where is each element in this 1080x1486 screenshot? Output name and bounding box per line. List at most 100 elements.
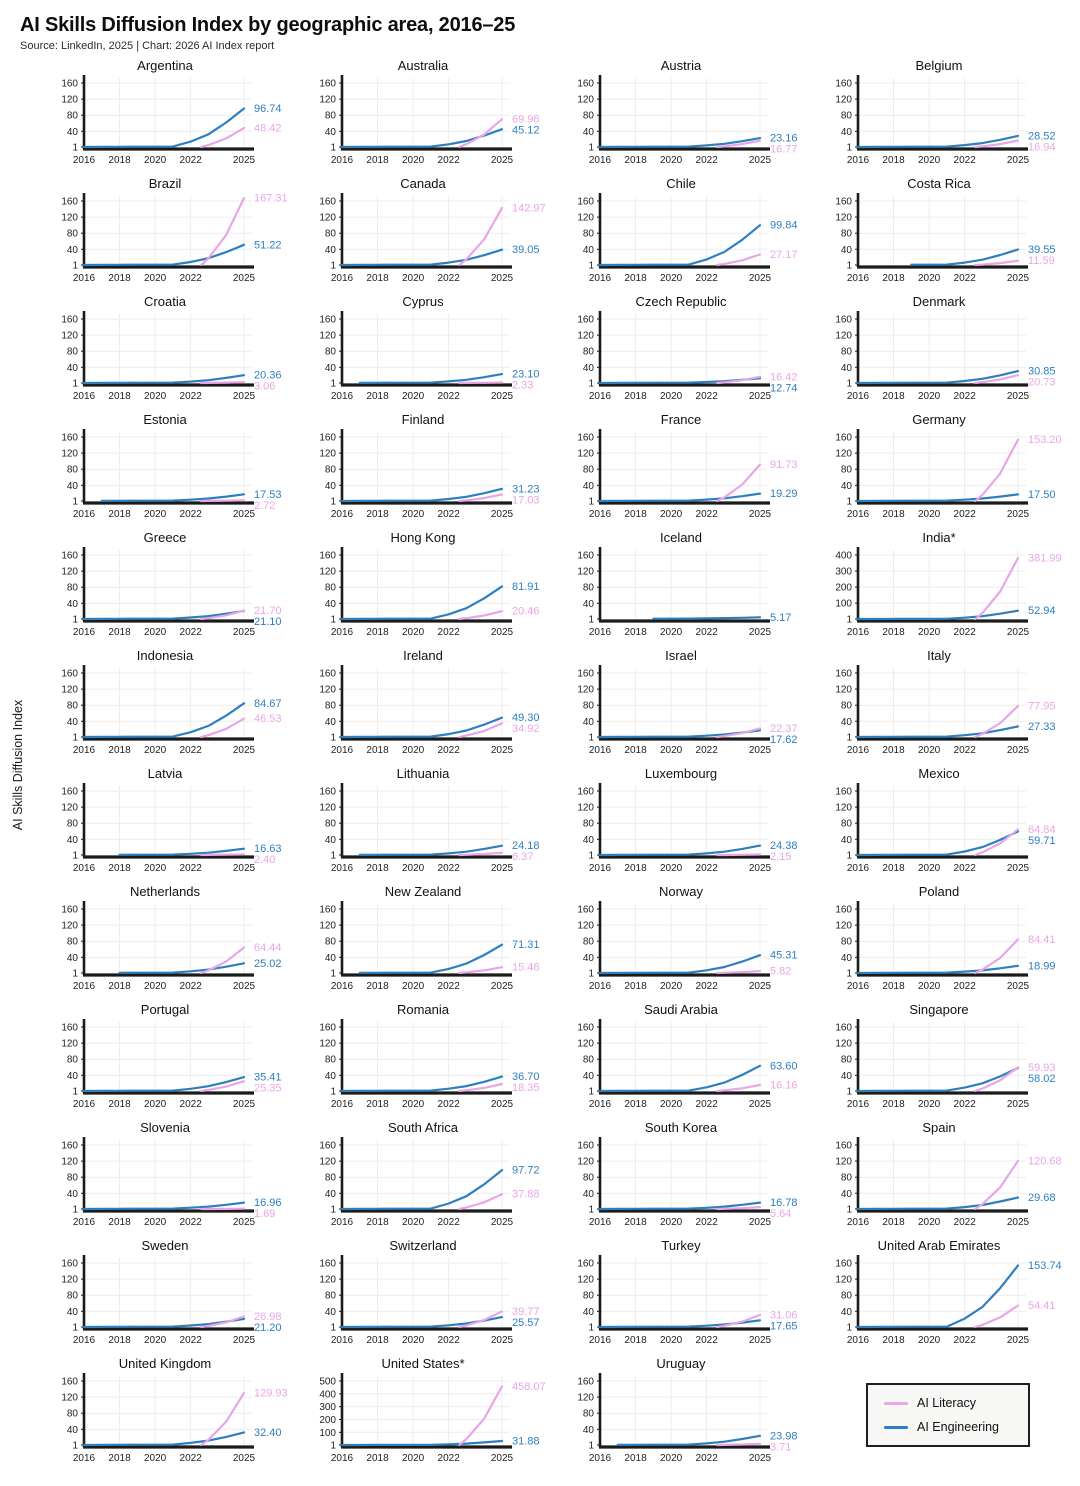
svg-text:40: 40 xyxy=(583,245,595,256)
svg-text:40: 40 xyxy=(67,835,79,846)
svg-text:2018: 2018 xyxy=(882,155,905,166)
svg-text:160: 160 xyxy=(61,433,78,444)
chart-canvas: 1 40 80 120 160 2016 2018 2020 2022 2025 69.9845.1… xyxy=(319,75,540,166)
svg-text:1: 1 xyxy=(588,851,594,862)
svg-text:2025: 2025 xyxy=(749,863,772,874)
chart-slovenia: Slovenia 1 40 80 120 160 2016 2018 2020 2022 2025 1… xyxy=(46,1120,302,1238)
svg-text:120: 120 xyxy=(319,1157,336,1168)
svg-text:2018: 2018 xyxy=(366,981,389,992)
svg-text:2020: 2020 xyxy=(660,745,683,756)
svg-text:2025: 2025 xyxy=(749,981,772,992)
svg-text:2016: 2016 xyxy=(331,155,354,166)
svg-text:160: 160 xyxy=(835,669,852,680)
chart-canvas: 1 40 80 120 160 2016 2018 2020 2022 2025 16.961.69 xyxy=(61,1137,282,1228)
svg-text:2016: 2016 xyxy=(589,627,612,638)
svg-text:1: 1 xyxy=(588,615,594,626)
svg-text:160: 160 xyxy=(577,551,594,562)
svg-text:2018: 2018 xyxy=(108,627,131,638)
svg-text:120: 120 xyxy=(61,803,78,814)
svg-text:120: 120 xyxy=(577,1039,594,1050)
svg-text:2025: 2025 xyxy=(233,1453,256,1464)
svg-text:40: 40 xyxy=(67,245,79,256)
chart-title: Argentina xyxy=(137,58,193,73)
engineering-value-label: 23.10 xyxy=(512,369,540,381)
literacy-value-label: 31.06 xyxy=(770,1309,798,1321)
svg-text:2016: 2016 xyxy=(73,863,96,874)
chart-canvas: 1 40 80 120 160 2016 2018 2020 2022 2025 45.31 5.82 xyxy=(577,901,798,992)
literacy-value-label: 34.92 xyxy=(512,723,540,735)
svg-text:2018: 2018 xyxy=(882,981,905,992)
svg-text:100: 100 xyxy=(835,599,852,610)
svg-text:160: 160 xyxy=(61,1141,78,1152)
svg-text:1: 1 xyxy=(846,615,852,626)
svg-text:2018: 2018 xyxy=(108,273,131,284)
chart-singapore: Singapore 1 40 80 120 160 2016 2018 2020 2022 2025… xyxy=(820,1002,1076,1120)
svg-text:80: 80 xyxy=(841,229,853,240)
literacy-value-label: 2.72 xyxy=(254,500,275,512)
chart-canada: Canada 1 40 80 120 160 2016 2018 2020 2022 2025 142… xyxy=(304,176,560,294)
svg-text:80: 80 xyxy=(325,1291,337,1302)
svg-text:1: 1 xyxy=(330,497,336,508)
svg-text:2025: 2025 xyxy=(749,1335,772,1346)
chart-title: Switzerland xyxy=(389,1238,457,1253)
chart-australia: Australia 1 40 80 120 160 2016 2018 2020 2022 2025… xyxy=(304,58,560,176)
svg-text:2025: 2025 xyxy=(749,745,772,756)
svg-text:2016: 2016 xyxy=(589,863,612,874)
literacy-value-label: 16.16 xyxy=(770,1079,798,1091)
svg-text:300: 300 xyxy=(319,1402,336,1413)
svg-text:1: 1 xyxy=(588,969,594,980)
svg-text:2025: 2025 xyxy=(1007,509,1030,520)
svg-text:40: 40 xyxy=(841,1071,853,1082)
svg-text:80: 80 xyxy=(67,937,79,948)
engineering-value-label: 21.20 xyxy=(254,1322,282,1334)
svg-text:2020: 2020 xyxy=(144,745,167,756)
svg-text:2025: 2025 xyxy=(233,863,256,874)
svg-text:120: 120 xyxy=(61,95,78,106)
svg-text:100: 100 xyxy=(319,1428,336,1439)
svg-text:40: 40 xyxy=(841,127,853,138)
chart-title: Czech Republic xyxy=(635,294,727,309)
svg-text:2018: 2018 xyxy=(366,745,389,756)
chart-canvas: 1 40 80 120 160 2016 2018 2020 2022 2025 23.1616.7… xyxy=(577,75,798,166)
chart-italy: Italy 1 40 80 120 160 2016 2018 2020 2022 2025 77.9… xyxy=(820,648,1076,766)
svg-text:2022: 2022 xyxy=(180,391,203,402)
svg-text:2016: 2016 xyxy=(589,273,612,284)
chart-title: Turkey xyxy=(661,1238,701,1253)
literacy-value-label: 18.35 xyxy=(512,1082,540,1094)
svg-text:2016: 2016 xyxy=(589,1217,612,1228)
svg-text:1: 1 xyxy=(330,379,336,390)
svg-text:80: 80 xyxy=(841,1291,853,1302)
chart-title: South Korea xyxy=(644,1120,718,1135)
svg-text:2020: 2020 xyxy=(918,509,941,520)
svg-text:2018: 2018 xyxy=(108,745,131,756)
literacy-value-label: 1.69 xyxy=(254,1208,275,1220)
engineering-value-label: 32.40 xyxy=(254,1427,282,1439)
literacy-value-label: 20.46 xyxy=(512,606,540,618)
chart-canvas: 1 40 80 120 160 2016 2018 2020 2022 2025 167.31 51.… xyxy=(61,193,287,284)
engineering-value-label: 21.10 xyxy=(254,616,282,628)
chart-canvas: 1 40 80 120 160 2016 2018 2020 2022 2025 129.93 32.… xyxy=(61,1373,288,1464)
svg-text:2022: 2022 xyxy=(180,863,203,874)
svg-text:80: 80 xyxy=(583,229,595,240)
svg-text:2020: 2020 xyxy=(918,391,941,402)
svg-text:160: 160 xyxy=(61,1259,78,1270)
literacy-value-label: 26.98 xyxy=(254,1311,282,1323)
engineering-value-label: 31.23 xyxy=(512,483,540,495)
svg-text:160: 160 xyxy=(835,79,852,90)
svg-text:1: 1 xyxy=(72,851,78,862)
svg-text:2016: 2016 xyxy=(847,391,870,402)
svg-text:2022: 2022 xyxy=(180,1217,203,1228)
svg-text:2020: 2020 xyxy=(918,1217,941,1228)
chart-grid: Argentina 1 40 80 120 160 2016 2018 2020 2022 2025… xyxy=(46,58,1080,1474)
svg-text:2016: 2016 xyxy=(73,1335,96,1346)
chart-lithuania: Lithuania 1 40 80 120 160 2016 2018 2020 2022 2025… xyxy=(304,766,560,884)
svg-text:2022: 2022 xyxy=(438,1217,461,1228)
svg-text:40: 40 xyxy=(67,481,79,492)
svg-text:40: 40 xyxy=(325,1071,337,1082)
svg-text:120: 120 xyxy=(577,803,594,814)
svg-text:2025: 2025 xyxy=(1007,1099,1030,1110)
chart-new-zealand: New Zealand 1 40 80 120 160 2016 2018 2020 2022 20… xyxy=(304,884,560,1002)
chart-title: Netherlands xyxy=(129,884,201,899)
svg-text:1: 1 xyxy=(72,733,78,744)
svg-text:80: 80 xyxy=(67,1173,79,1184)
